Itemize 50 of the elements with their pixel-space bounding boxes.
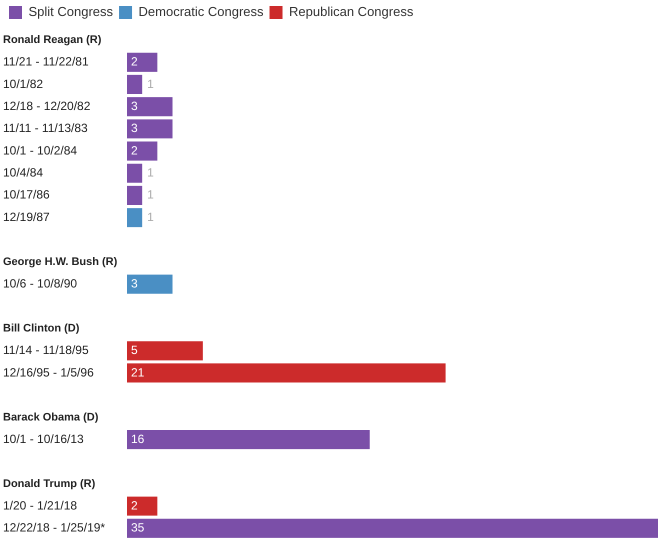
bar <box>127 119 173 138</box>
y-tick-label: 11/14 - 11/18/95 <box>3 343 89 358</box>
y-tick-label: 10/6 - 10/8/90 <box>3 276 78 291</box>
y-tick-label: 10/17/86 <box>3 188 50 202</box>
legend-label: Democratic Congress <box>138 4 264 20</box>
bar <box>127 52 158 72</box>
y-tick-label: Bill Clinton (D) <box>3 322 80 335</box>
y-tick-label: 12/18 - 12/20/82 <box>3 98 91 113</box>
data-label: 3 <box>131 121 138 136</box>
bar <box>127 496 158 516</box>
y-tick-label: Barack Obama (D) <box>3 411 99 424</box>
y-tick-label: 11/21 - 11/22/81 <box>3 54 89 69</box>
bar <box>127 164 142 183</box>
y-tick-label: Ronald Reagan (R) <box>3 34 102 46</box>
y-tick-label: 10/4/84 <box>3 166 44 180</box>
data-label: 35 <box>131 520 145 535</box>
bar <box>127 74 142 94</box>
y-tick-label: 12/19/87 <box>3 210 50 224</box>
bar <box>127 430 370 450</box>
bar <box>127 341 203 360</box>
y-tick-label: Donald Trump (R) <box>3 478 96 490</box>
y-tick-label: George H.W. Bush (R) <box>3 256 118 268</box>
data-label: 3 <box>131 98 138 113</box>
y-tick-label: 11/11 - 11/13/83 <box>3 121 88 136</box>
bar <box>127 142 158 161</box>
data-label: 2 <box>131 143 138 158</box>
bar <box>127 186 142 205</box>
y-tick-label: 1/20 - 1/21/18 <box>3 498 78 512</box>
y-tick-label: 10/1 - 10/16/13 <box>3 432 84 446</box>
data-label: 2 <box>131 54 138 69</box>
legend-label: Republican Congress <box>289 4 414 20</box>
bar <box>127 363 446 383</box>
bar <box>127 518 658 538</box>
data-label: 1 <box>147 210 154 224</box>
y-tick-label: 12/16/95 - 1/5/96 <box>3 365 94 380</box>
data-label: 16 <box>131 432 145 446</box>
legend-label: Split Congress <box>28 4 114 20</box>
bar <box>127 97 173 116</box>
data-label: 1 <box>147 166 154 180</box>
data-label: 2 <box>131 498 138 512</box>
data-label: 5 <box>131 343 138 358</box>
y-tick-label: 12/22/18 - 1/25/19* <box>3 520 106 535</box>
bar <box>127 274 173 294</box>
y-tick-label: 10/1 - 10/2/84 <box>3 143 78 158</box>
data-label: 21 <box>131 365 145 380</box>
y-tick-label: 10/1/82 <box>3 76 44 91</box>
data-label: 1 <box>147 76 154 91</box>
bar <box>127 208 142 228</box>
data-label: 1 <box>147 188 154 202</box>
data-label: 3 <box>131 276 138 291</box>
